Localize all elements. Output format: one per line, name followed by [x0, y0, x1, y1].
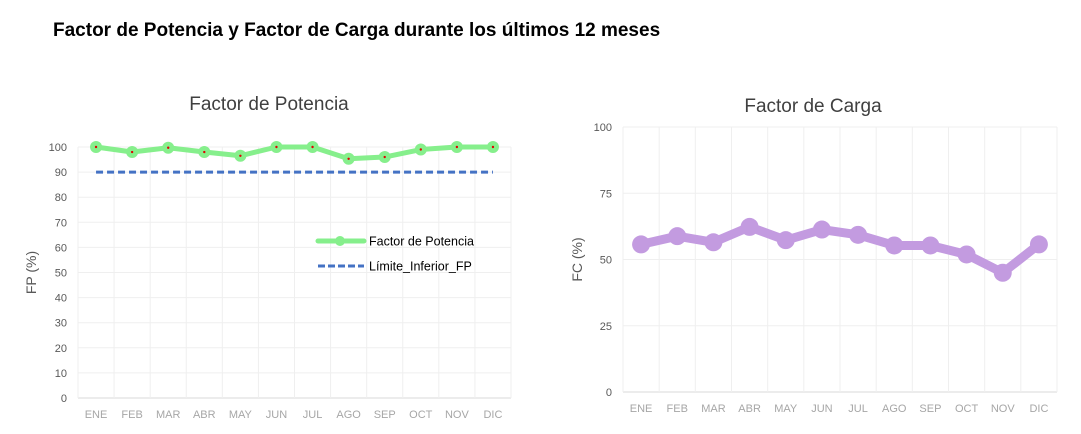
x-tick-label: JUL — [303, 409, 323, 421]
x-tick-label: FEB — [121, 409, 142, 421]
y-tick-label: 20 — [55, 343, 67, 355]
y-tick-label: 75 — [600, 188, 612, 200]
x-tick-label: JUN — [811, 403, 832, 415]
x-tick-label: JUN — [266, 409, 287, 421]
y-tick-label: 40 — [55, 293, 67, 305]
data-point — [921, 236, 940, 255]
y-tick-label: 60 — [55, 242, 67, 254]
data-point — [957, 245, 976, 264]
x-tick-label: NOV — [445, 409, 470, 421]
x-tick-label: MAR — [701, 403, 726, 415]
y-axis-label: FP (%) — [23, 251, 39, 294]
x-tick-label: MAR — [156, 409, 181, 421]
x-tick-label: FEB — [667, 403, 688, 415]
x-tick-label: SEP — [919, 403, 941, 415]
y-tick-label: 0 — [61, 393, 67, 405]
y-tick-label: 100 — [49, 142, 67, 154]
series-line — [95, 144, 493, 162]
x-tick-label: ENE — [630, 403, 653, 415]
data-point — [632, 235, 651, 254]
data-point-center — [491, 145, 495, 149]
y-tick-label: 50 — [600, 255, 612, 267]
y-axis-label: FC (%) — [569, 237, 585, 281]
data-point-center — [167, 146, 170, 149]
x-tick-label: ABR — [738, 403, 761, 415]
y-tick-label: 50 — [55, 268, 67, 280]
data-point-center — [347, 157, 350, 160]
data-point — [1029, 235, 1048, 254]
x-tick-label: DIC — [483, 409, 502, 421]
data-point-center — [203, 150, 206, 154]
data-point-center — [311, 145, 314, 149]
y-tick-label: 30 — [55, 318, 67, 330]
page-title: Factor de Potencia y Factor de Carga dur… — [53, 20, 661, 41]
data-point — [668, 227, 687, 246]
x-tick-label: OCT — [409, 409, 433, 421]
x-tick-label: NOV — [991, 403, 1016, 415]
data-point-center — [419, 148, 422, 151]
x-tick-label: DIC — [1029, 403, 1048, 415]
legend-label: Factor de Potencia — [369, 235, 474, 249]
legend-label: Límite_Inferior_FP — [369, 260, 472, 274]
data-point-center — [239, 154, 242, 157]
x-tick-label: MAY — [229, 409, 253, 421]
data-point-center — [130, 150, 134, 154]
chart-title: Factor de Carga — [744, 96, 882, 117]
data-point — [704, 233, 723, 252]
data-point-center — [455, 145, 459, 149]
x-tick-label: SEP — [374, 409, 396, 421]
y-tick-label: 10 — [55, 368, 67, 380]
data-point — [812, 220, 831, 239]
chart-title: Factor de Potencia — [189, 94, 349, 115]
x-tick-label: ENE — [85, 409, 108, 421]
data-point-center — [94, 145, 98, 149]
x-tick-label: MAY — [774, 403, 798, 415]
x-tick-label: AGO — [336, 409, 361, 421]
data-point-center — [383, 155, 386, 159]
x-tick-label: OCT — [955, 403, 979, 415]
x-tick-label: AGO — [882, 403, 907, 415]
data-point — [885, 236, 904, 255]
legend-marker — [335, 236, 345, 246]
y-tick-label: 70 — [55, 217, 67, 229]
data-point — [776, 231, 795, 250]
y-tick-label: 25 — [600, 321, 612, 333]
data-point — [849, 225, 868, 244]
y-tick-label: 90 — [55, 167, 67, 179]
data-point — [993, 263, 1012, 282]
y-tick-label: 100 — [594, 122, 612, 134]
data-point — [740, 217, 759, 236]
y-tick-label: 0 — [606, 387, 612, 399]
x-tick-label: ABR — [193, 409, 216, 421]
x-tick-label: JUL — [848, 403, 868, 415]
y-tick-label: 80 — [55, 192, 67, 204]
data-point-center — [275, 145, 278, 149]
